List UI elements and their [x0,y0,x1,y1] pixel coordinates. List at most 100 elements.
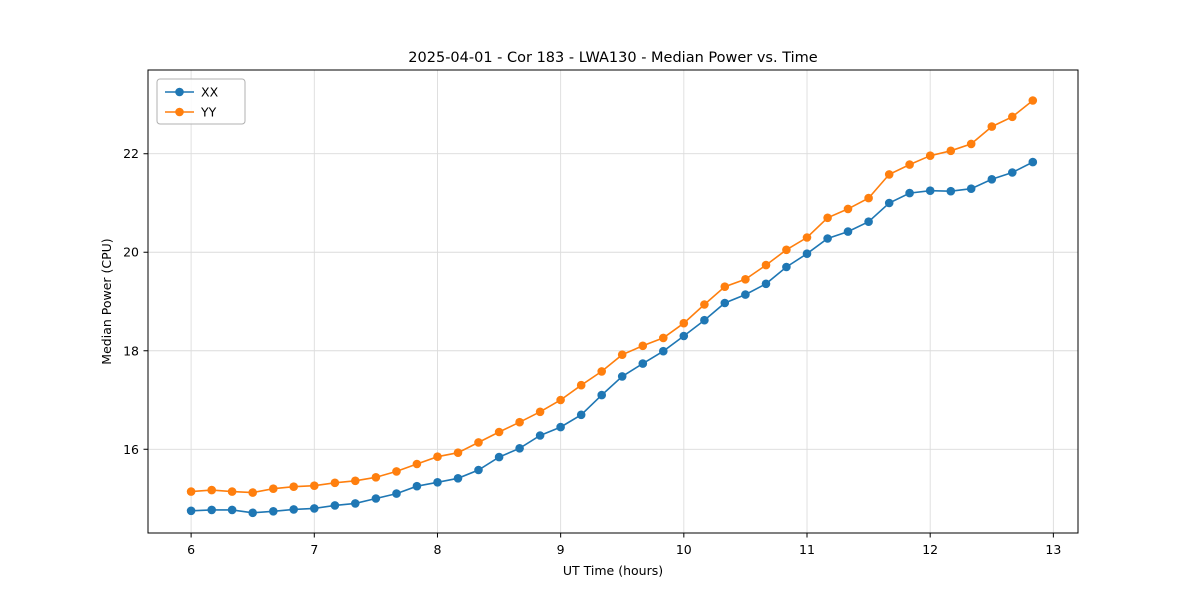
data-point-yy [351,476,360,486]
data-point-xx [412,481,422,491]
series-line-xx [191,161,1034,514]
data-point-yy [987,122,997,131]
data-point-yy [638,341,648,351]
data-point-yy [330,478,340,488]
data-point-yy [843,204,853,214]
data-point-yy [269,484,278,494]
data-point-xx [474,465,483,475]
data-point-yy [659,333,668,343]
data-point-xx [556,422,565,432]
data-point-xx [453,474,463,483]
data-point-yy [186,487,196,496]
y-tick-label: 20 [123,245,139,260]
data-point-xx [741,290,750,299]
x-axis-label: UT Time (hours) [563,563,663,578]
data-point-xx [884,198,894,208]
data-point-yy [392,467,401,476]
data-point-xx [946,186,956,196]
data-point-yy [576,380,586,390]
y-tick-label: 16 [123,442,139,457]
data-point-yy [474,438,483,447]
data-point-yy [864,193,873,203]
data-point-yy [433,452,442,462]
data-point-yy [946,146,956,156]
legend-label-xx: XX [201,85,219,100]
data-point-yy [310,481,319,491]
data-point-yy [741,275,750,284]
data-point-xx [966,184,976,193]
x-tick-label: 13 [1045,542,1061,557]
x-tick-label: 8 [433,542,441,557]
data-point-yy [494,427,504,437]
data-point-yy [1028,96,1038,105]
data-point-yy [782,245,791,255]
legend-label-yy: YY [200,105,217,120]
data-point-yy [925,151,935,160]
legend: XX YY [156,78,246,125]
data-point-xx [782,262,791,272]
data-point-xx [351,499,360,508]
data-point-yy [966,139,976,149]
data-point-xx [843,227,853,236]
data-point-xx [987,175,997,184]
y-tick-label: 22 [123,146,139,161]
data-point-yy [227,487,237,496]
data-point-xx [720,298,730,308]
data-point-xx [802,249,812,258]
data-point-xx [761,279,771,289]
data-point-xx [823,234,832,243]
legend-marker-xx [175,87,184,97]
data-point-yy [597,367,606,376]
data-point-yy [515,417,524,427]
data-point-yy [884,170,894,179]
data-point-xx [248,508,257,518]
x-tick-label: 12 [922,542,938,557]
data-point-xx [659,346,668,356]
data-point-xx [679,331,689,341]
x-tick-label: 7 [310,542,318,557]
data-point-xx [310,504,319,513]
data-point-yy [371,473,381,482]
x-tick-label: 6 [187,542,195,557]
data-point-yy [412,459,422,469]
data-point-yy [720,282,730,292]
data-point-xx [433,478,442,487]
data-point-yy [453,448,463,458]
data-point-xx [597,390,606,400]
data-point-yy [617,350,627,360]
data-point-xx [617,372,627,381]
data-point-yy [700,300,709,309]
data-point-yy [823,213,832,223]
data-point-xx [638,359,648,368]
data-point-xx [227,505,237,515]
data-point-xx [515,444,524,453]
data-point-yy [535,407,545,417]
x-tick-label: 9 [557,542,565,557]
data-point-xx [864,217,873,226]
data-point-yy [289,482,299,492]
data-point-xx [535,431,545,440]
data-point-xx [392,489,401,498]
data-point-xx [1008,168,1017,177]
y-axis-label: Median Power (CPU) [99,238,114,364]
data-point-xx [269,507,278,516]
data-point-xx [576,410,586,420]
data-point-xx [700,315,709,325]
data-point-xx [925,186,935,195]
data-point-yy [905,160,914,169]
x-tick-label: 10 [676,542,692,557]
data-point-xx [330,501,340,510]
data-point-xx [207,505,216,515]
data-point-xx [905,188,914,198]
data-point-yy [207,485,216,495]
data-point-xx [1028,157,1038,167]
series-line-yy [191,99,1034,494]
data-point-yy [761,260,771,270]
legend-marker-yy [175,107,184,117]
data-point-xx [289,505,299,514]
plot-border [147,69,1079,534]
data-point-yy [1008,112,1017,122]
x-tick-label: 11 [799,542,815,557]
